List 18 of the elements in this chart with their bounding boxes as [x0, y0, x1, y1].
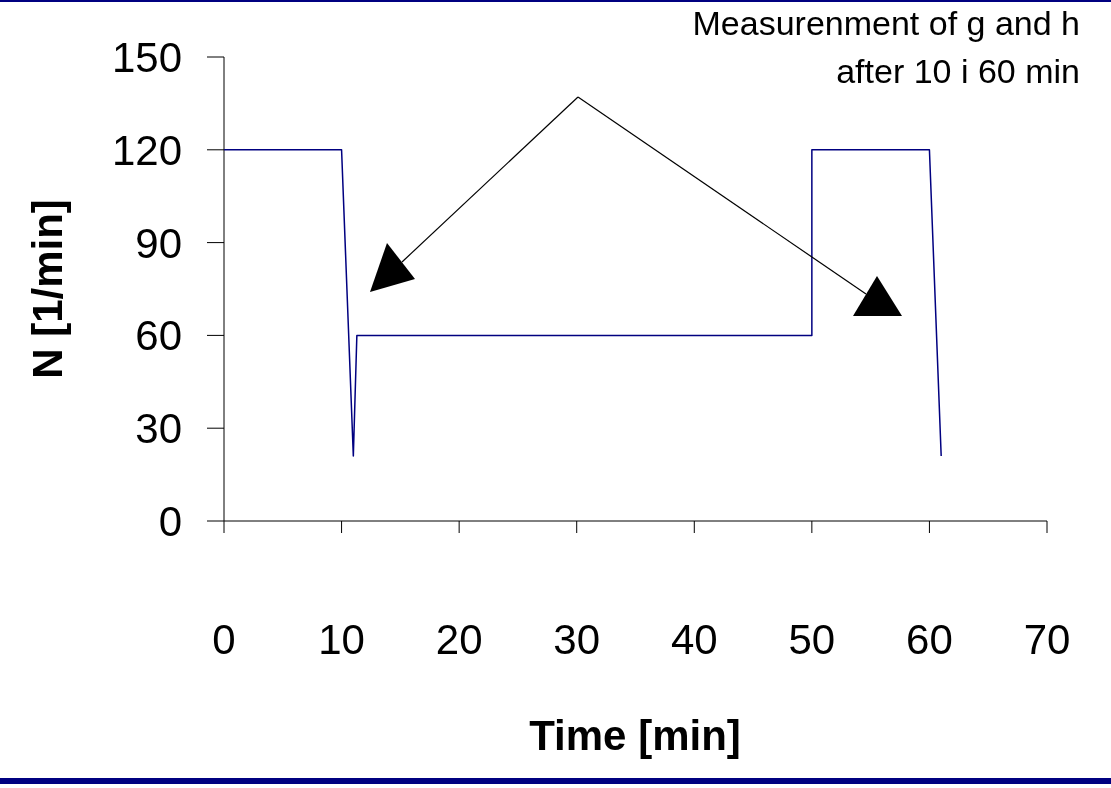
y-tick-label: 60: [135, 312, 182, 360]
x-tick-label: 50: [788, 616, 836, 663]
annotation: after 10 i 60 min: [836, 52, 1080, 90]
y-tick-label: 150: [111, 34, 182, 81]
y-tick-label: 90: [135, 219, 182, 267]
y-axis-title: N [1/min]: [24, 199, 71, 379]
x-tick-label: 60: [906, 616, 953, 663]
x-axis-title: Time [min]: [529, 712, 741, 759]
x-tick-label: 20: [435, 616, 483, 663]
x-tick-label: 40: [670, 616, 718, 663]
x-tick-label: 30: [553, 616, 601, 663]
y-tick-label: 30: [135, 405, 182, 453]
x-tick-label: 10: [318, 616, 365, 663]
y-tick-label: 0: [158, 498, 182, 545]
x-tick-label: 0: [212, 616, 236, 663]
text: Measurenment of g and h: [692, 4, 1080, 42]
x-tick-label: 70: [1023, 616, 1071, 663]
y-tick-label: 120: [111, 126, 182, 174]
